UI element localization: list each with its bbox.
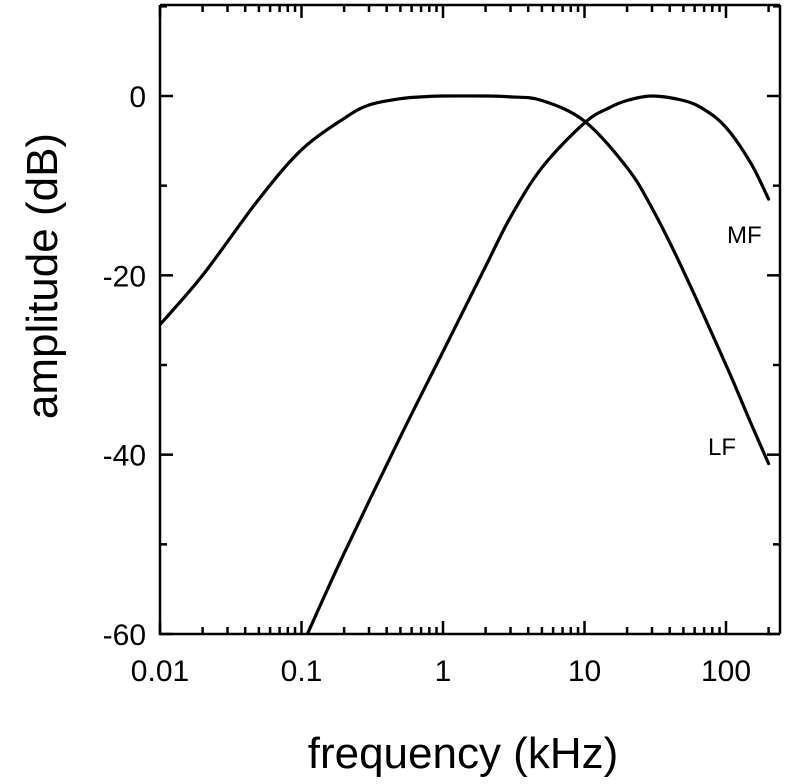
y-tick-label: 0 (129, 81, 146, 114)
axes-frame (158, 3, 782, 636)
series-curve-mf (305, 94, 771, 634)
y-axis-title: amplitude (dB) (18, 133, 67, 419)
x-tick-label: 10 (568, 655, 601, 688)
y-tick-label: -20 (103, 260, 146, 293)
axis-left-bottom (158, 5, 780, 636)
series-curves (160, 94, 771, 634)
axis-ticks (158, 5, 780, 636)
x-axis-title: frequency (kHz) (308, 729, 619, 778)
x-tick-label: 0.01 (131, 655, 189, 688)
y-tick-label: -40 (103, 440, 146, 473)
x-tick-label: 0.1 (281, 655, 323, 688)
series-label-mf: MF (727, 222, 762, 249)
series-curve-lf (160, 94, 771, 466)
y-tick-label: -60 (103, 619, 146, 652)
tick-labels: 0.01 0.1 1 10 100 0 -20 -40 -60 (103, 81, 751, 688)
x-tick-label: 100 (701, 655, 751, 688)
series-label-lf: LF (708, 434, 736, 461)
x-tick-label: 1 (435, 655, 452, 688)
